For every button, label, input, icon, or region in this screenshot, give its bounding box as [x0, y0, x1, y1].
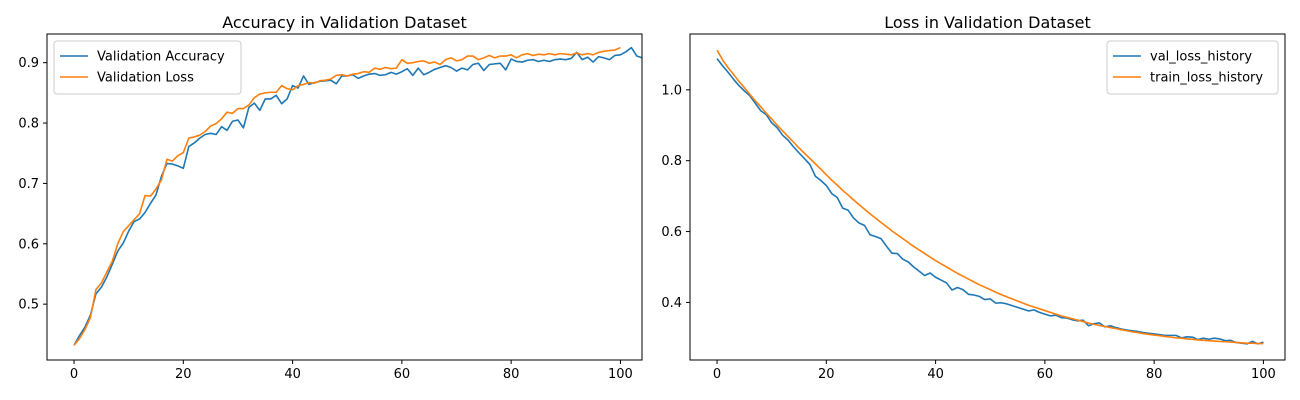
y-tick-label: 0.4: [661, 296, 682, 311]
legend-label-1: val_loss_history: [1150, 50, 1252, 65]
legend-label-2: train_loss_history: [1150, 71, 1263, 86]
chart-title: Accuracy in Validation Dataset: [222, 13, 467, 32]
chart-accuracy: Accuracy in Validation Dataset 0 20 40 60 80 1…: [18, 13, 643, 382]
x-tick-label: 0: [713, 367, 721, 382]
x-tick-label: 40: [284, 367, 301, 382]
y-tick-label: 0.8: [661, 154, 682, 169]
x-tick-label: 60: [1037, 367, 1054, 382]
x-tick-label: 40: [927, 367, 944, 382]
series-line-1: [716, 58, 1264, 345]
x-tick-label: 80: [1146, 367, 1163, 382]
chart-title: Loss in Validation Dataset: [884, 13, 1091, 32]
x-tick-label: 20: [818, 367, 835, 382]
x-tick-label: 80: [503, 367, 520, 382]
legend-label-2: Validation Loss: [97, 71, 194, 86]
x-tick-label: 0: [70, 367, 78, 382]
legend: val_loss_history train_loss_history: [1106, 40, 1279, 95]
x-tick-label: 100: [608, 367, 633, 382]
y-tick-label: 0.6: [661, 225, 682, 240]
plot-frame: [689, 33, 1286, 361]
legend: Validation Accuracy Validation Loss: [53, 40, 242, 95]
y-tick-label: 0.7: [18, 177, 39, 192]
series-line-1: [73, 46, 643, 346]
legend-box: [53, 40, 242, 95]
x-tick-label: 60: [394, 367, 411, 382]
y-tick-label: 0.9: [18, 56, 39, 71]
chart-loss: Loss in Validation Dataset 0 20 40 60 80 100 0.…: [661, 13, 1286, 382]
x-tick-label: 20: [175, 367, 192, 382]
series-line-2: [73, 46, 621, 346]
legend-box: [1106, 40, 1279, 95]
series-line-2: [716, 49, 1264, 345]
plot-frame: [46, 33, 643, 361]
y-tick-label: 1.0: [661, 83, 682, 98]
legend-label-1: Validation Accuracy: [97, 50, 225, 65]
y-tick-label: 0.8: [18, 117, 39, 132]
x-tick-label: 100: [1251, 367, 1276, 382]
y-tick-label: 0.5: [18, 298, 39, 313]
y-tick-label: 0.6: [18, 237, 39, 252]
